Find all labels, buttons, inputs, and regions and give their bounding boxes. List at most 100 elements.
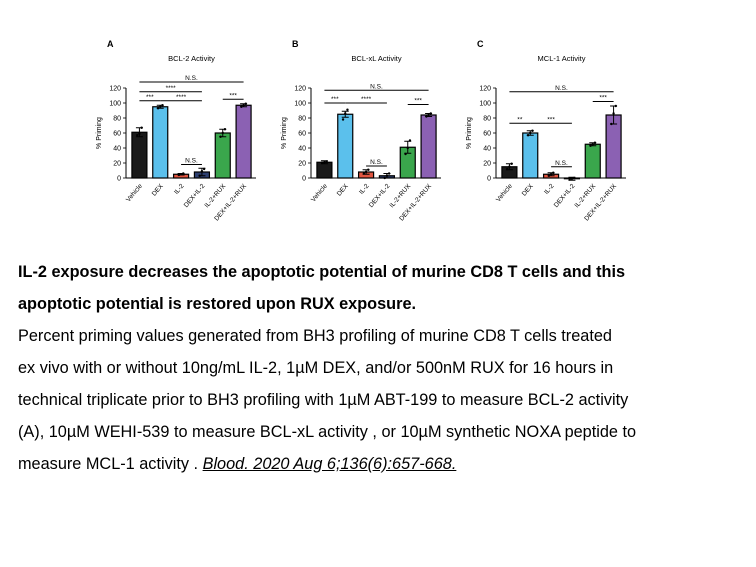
y-tick-label: 80 xyxy=(113,116,121,123)
y-tick-label: 120 xyxy=(479,86,491,93)
y-tick-label: 40 xyxy=(298,146,306,153)
significance-label: *** xyxy=(414,98,422,105)
data-point xyxy=(531,129,534,132)
bar xyxy=(131,131,148,179)
significance-label: N.S. xyxy=(555,160,568,167)
y-tick-label: 20 xyxy=(298,161,306,168)
significance-label: **** xyxy=(176,94,187,101)
data-point xyxy=(321,161,324,165)
data-point xyxy=(593,141,597,144)
data-point xyxy=(362,172,366,175)
data-point xyxy=(325,160,328,163)
data-point xyxy=(425,115,428,118)
data-point xyxy=(429,112,432,115)
caption-title-line-2: apoptotic potential is restored upon RUX… xyxy=(18,295,417,313)
y-tick-label: 0 xyxy=(302,176,306,183)
x-tick-label: IL-2 xyxy=(543,182,556,195)
figure-panels: A BCL-2 Activity 0 20 40 60 80 100 120 % Priming V… xyxy=(0,0,756,250)
caption-body-line-2: ex vivo with or without 10ng/mL IL-2, 1µ… xyxy=(18,359,614,377)
y-axis-label: % Priming xyxy=(96,117,103,149)
data-point xyxy=(136,134,139,137)
bar xyxy=(214,132,231,179)
data-point xyxy=(572,176,576,180)
data-point xyxy=(198,174,201,177)
significance-label: N.S. xyxy=(185,158,198,165)
data-point xyxy=(219,135,222,138)
data-point xyxy=(242,104,245,107)
data-point xyxy=(591,143,594,146)
data-point xyxy=(323,161,326,164)
data-point xyxy=(549,173,553,176)
bar xyxy=(337,113,354,179)
significance-label: *** xyxy=(229,92,237,99)
y-tick-label: 60 xyxy=(483,131,491,138)
data-point xyxy=(404,152,407,156)
bar xyxy=(420,114,437,179)
x-tick-label: DEX xyxy=(151,182,165,197)
data-point xyxy=(240,105,243,108)
panel-title: MCL-1 Activity xyxy=(538,54,586,63)
y-tick-label: 80 xyxy=(483,116,491,123)
data-point xyxy=(341,118,345,121)
data-point xyxy=(156,107,160,110)
y-tick-label: 80 xyxy=(298,116,306,123)
y-tick-label: 100 xyxy=(109,101,121,108)
data-point xyxy=(510,162,513,165)
data-point xyxy=(367,168,370,171)
data-point xyxy=(177,173,181,177)
data-point xyxy=(383,176,386,180)
y-tick-label: 40 xyxy=(113,146,121,153)
data-point xyxy=(138,132,141,135)
data-point xyxy=(408,139,412,142)
x-tick-label: DEX xyxy=(521,182,535,197)
data-point xyxy=(570,177,574,180)
y-tick-label: 0 xyxy=(117,176,121,183)
data-point xyxy=(589,144,592,147)
data-point xyxy=(508,165,511,168)
panel-letter: A xyxy=(107,39,114,49)
panel-title: BCL-2 Activity xyxy=(168,54,215,63)
y-axis-label: % Priming xyxy=(281,117,288,149)
panel-title: BCL-xL Activity xyxy=(351,54,401,63)
y-tick-label: 120 xyxy=(294,86,306,93)
y-tick-label: 20 xyxy=(483,161,491,168)
caption-body-line-5-text: measure MCL-1 activity . xyxy=(18,455,203,473)
significance-label: N.S. xyxy=(370,83,383,90)
significance-label: N.S. xyxy=(370,159,383,166)
y-tick-label: 60 xyxy=(113,131,121,138)
data-point xyxy=(552,171,555,174)
x-tick-label: IL-2 xyxy=(173,182,186,195)
significance-label: *** xyxy=(146,94,154,101)
y-tick-label: 120 xyxy=(109,86,121,93)
data-point xyxy=(140,126,143,129)
bar xyxy=(522,132,539,179)
y-axis-label: % Priming xyxy=(466,117,473,149)
caption-body-line-4: (A), 10µM WEHI-539 to measure BCL-xL act… xyxy=(18,423,637,441)
significance-label: N.S. xyxy=(185,75,198,82)
data-point xyxy=(385,174,389,177)
x-tick-label: Vehicle xyxy=(310,182,329,203)
data-point xyxy=(506,167,509,171)
figure-caption: IL-2 exposure decreases the apoptotic po… xyxy=(18,256,748,480)
caption-body-line-5: measure MCL-1 activity . Blood. 2020 Aug… xyxy=(18,448,748,480)
data-point xyxy=(202,167,206,171)
data-point xyxy=(364,170,368,174)
data-point xyxy=(223,128,227,131)
x-tick-label: Vehicle xyxy=(125,182,144,203)
citation-link[interactable]: Blood. 2020 Aug 6;136(6):657-668. xyxy=(202,455,457,473)
bar xyxy=(235,104,252,179)
significance-label: **** xyxy=(166,85,177,92)
caption-title-line-1: IL-2 exposure decreases the apoptotic po… xyxy=(18,263,626,281)
data-point xyxy=(547,174,551,177)
data-point xyxy=(568,178,571,181)
data-point xyxy=(346,108,349,111)
x-tick-label: DEX xyxy=(336,182,350,197)
data-point xyxy=(200,170,204,173)
bar-charts: A BCL-2 Activity 0 20 40 60 80 100 120 % Priming V… xyxy=(96,39,626,222)
panel-letter: B xyxy=(292,39,299,49)
data-point xyxy=(344,112,347,115)
y-tick-label: 100 xyxy=(294,101,306,108)
bar xyxy=(584,143,601,179)
y-tick-label: 20 xyxy=(113,161,121,168)
data-point xyxy=(159,105,162,108)
